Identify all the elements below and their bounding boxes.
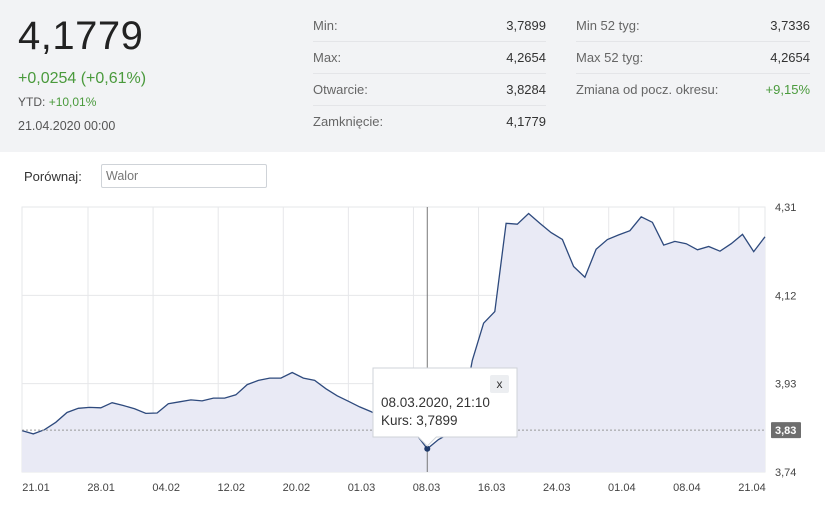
x-tick-label: 12.02 [218,482,246,494]
y-tick-label: 4,31 [775,202,796,214]
stat-value: 3,8284 [506,82,546,97]
stats-left: Min: 3,7899 Max: 4,2654 Otwarcie: 3,8284 Za… [313,10,546,137]
reference-label: 3,83 [775,425,796,437]
stats-right: Min 52 tyg: 3,7336 Max 52 tyg: 4,2654 Zmia… [576,10,810,105]
stat-value: 4,1779 [506,114,546,129]
tooltip-date: 08.03.2020, 21:10 [381,395,490,410]
x-tick-label: 08.03 [413,482,441,494]
stat-label: Min: [313,18,338,33]
y-axis: 4,31 4,12 3,93 3,74 [775,202,796,479]
stat-label: Min 52 tyg: [576,18,640,33]
ytd-value: +10,01% [48,95,97,109]
stat-period-change: Zmiana od pocz. okresu: +9,15% [576,74,810,105]
stat-label: Max 52 tyg: [576,50,644,65]
stat-label: Otwarcie: [313,82,368,97]
stat-value: 4,2654 [770,50,810,65]
stat-value: +9,15% [765,82,810,97]
stat-max: Max: 4,2654 [313,42,546,74]
compare-input[interactable] [101,164,267,188]
x-axis: 21.01 28.01 04.02 12.02 20.02 01.03 08.03 16.03… [22,482,766,494]
x-tick-label: 21.04 [738,482,766,494]
quote-header: 4,1779 +0,0254 (+0,61%) YTD: +10,01% 21.… [0,0,825,152]
x-tick-label: 28.01 [87,482,115,494]
compare-label: Porównaj: [24,169,82,184]
x-tick-label: 20.02 [283,482,311,494]
stat-open: Otwarcie: 3,8284 [313,74,546,106]
y-tick-label: 3,93 [775,379,796,391]
stat-value: 4,2654 [506,50,546,65]
x-tick-label: 16.03 [478,482,506,494]
x-tick-label: 04.02 [152,482,180,494]
close-icon[interactable]: x [497,377,503,391]
x-tick-label: 21.01 [22,482,50,494]
stat-label: Zmiana od pocz. okresu: [576,82,719,97]
stat-max-52w: Max 52 tyg: 4,2654 [576,42,810,74]
stat-label: Zamknięcie: [313,114,384,129]
quote-datetime: 21.04.2020 00:00 [18,119,116,133]
x-tick-label: 01.03 [348,482,376,494]
ytd-change: YTD: +10,01% [18,95,96,109]
stat-label: Max: [313,50,342,65]
tooltip-rate: Kurs: 3,7899 [381,413,458,428]
stat-close: Zamknięcie: 4,1779 [313,106,546,137]
x-tick-label: 24.03 [543,482,571,494]
y-tick-label: 4,12 [775,290,796,302]
y-tick-label: 3,74 [775,467,796,479]
tooltip-close-button[interactable] [490,375,509,393]
stat-value: 3,7336 [770,18,810,33]
ytd-label: YTD: [18,95,46,109]
stat-min-52w: Min 52 tyg: 3,7336 [576,10,810,42]
x-tick-label: 08.04 [673,482,701,494]
x-tick-label: 01.04 [608,482,636,494]
price-change: +0,0254 (+0,61%) [18,70,147,87]
reference-label-box: 3,83 [771,422,801,439]
highlight-point [424,445,431,452]
series-area [22,213,765,472]
current-price: 4,1779 [18,14,144,58]
tooltip: x 08.03.2020, 21:10 Kurs: 3,7899 [372,367,518,447]
stat-value: 3,7899 [506,18,546,33]
stat-min: Min: 3,7899 [313,10,546,42]
